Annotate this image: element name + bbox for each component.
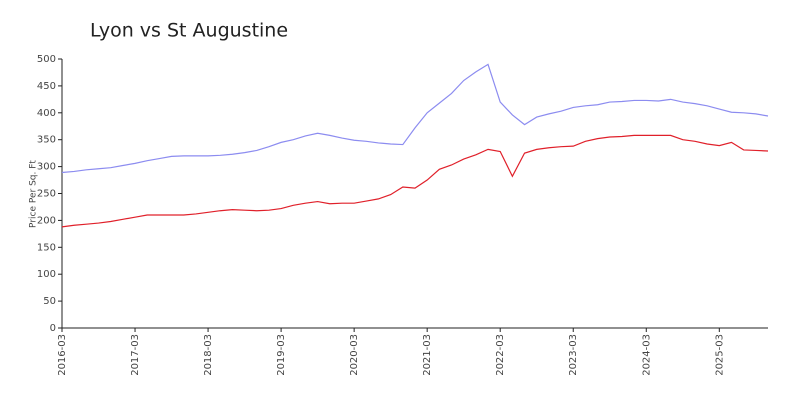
x-tick-label: 2020-03 — [349, 334, 360, 376]
x-tick-label: 2021-03 — [422, 334, 433, 376]
y-axis-label: Price Per Sq. Ft — [29, 160, 39, 228]
x-tick-label: 2017-03 — [130, 334, 141, 376]
x-tick-label: 2024-03 — [641, 334, 652, 376]
x-tick-label: 2018-03 — [203, 334, 214, 376]
y-tick-label: 500 — [37, 54, 56, 65]
series-line — [61, 134, 769, 228]
y-tick-label: 200 — [37, 215, 56, 226]
y-tick-label: 50 — [43, 296, 56, 307]
x-tick-label: 2025-03 — [714, 334, 725, 376]
y-tick-label: 0 — [50, 323, 56, 334]
x-tick-label: 2023-03 — [568, 334, 579, 376]
chart-title: Lyon vs St Augustine — [90, 20, 288, 42]
y-tick-label: 100 — [37, 269, 56, 280]
x-tick-label: 2022-03 — [495, 334, 506, 376]
y-tick-label: 300 — [37, 162, 56, 173]
x-tick-label: 2016-03 — [57, 334, 68, 376]
x-tick-label: 2019-03 — [276, 334, 287, 376]
y-tick-label: 400 — [37, 108, 56, 119]
y-tick-label: 350 — [37, 135, 56, 146]
series-line — [61, 63, 769, 174]
y-tick-label: 450 — [37, 81, 56, 92]
y-tick-label: 250 — [37, 189, 56, 200]
y-tick-label: 150 — [37, 242, 56, 253]
